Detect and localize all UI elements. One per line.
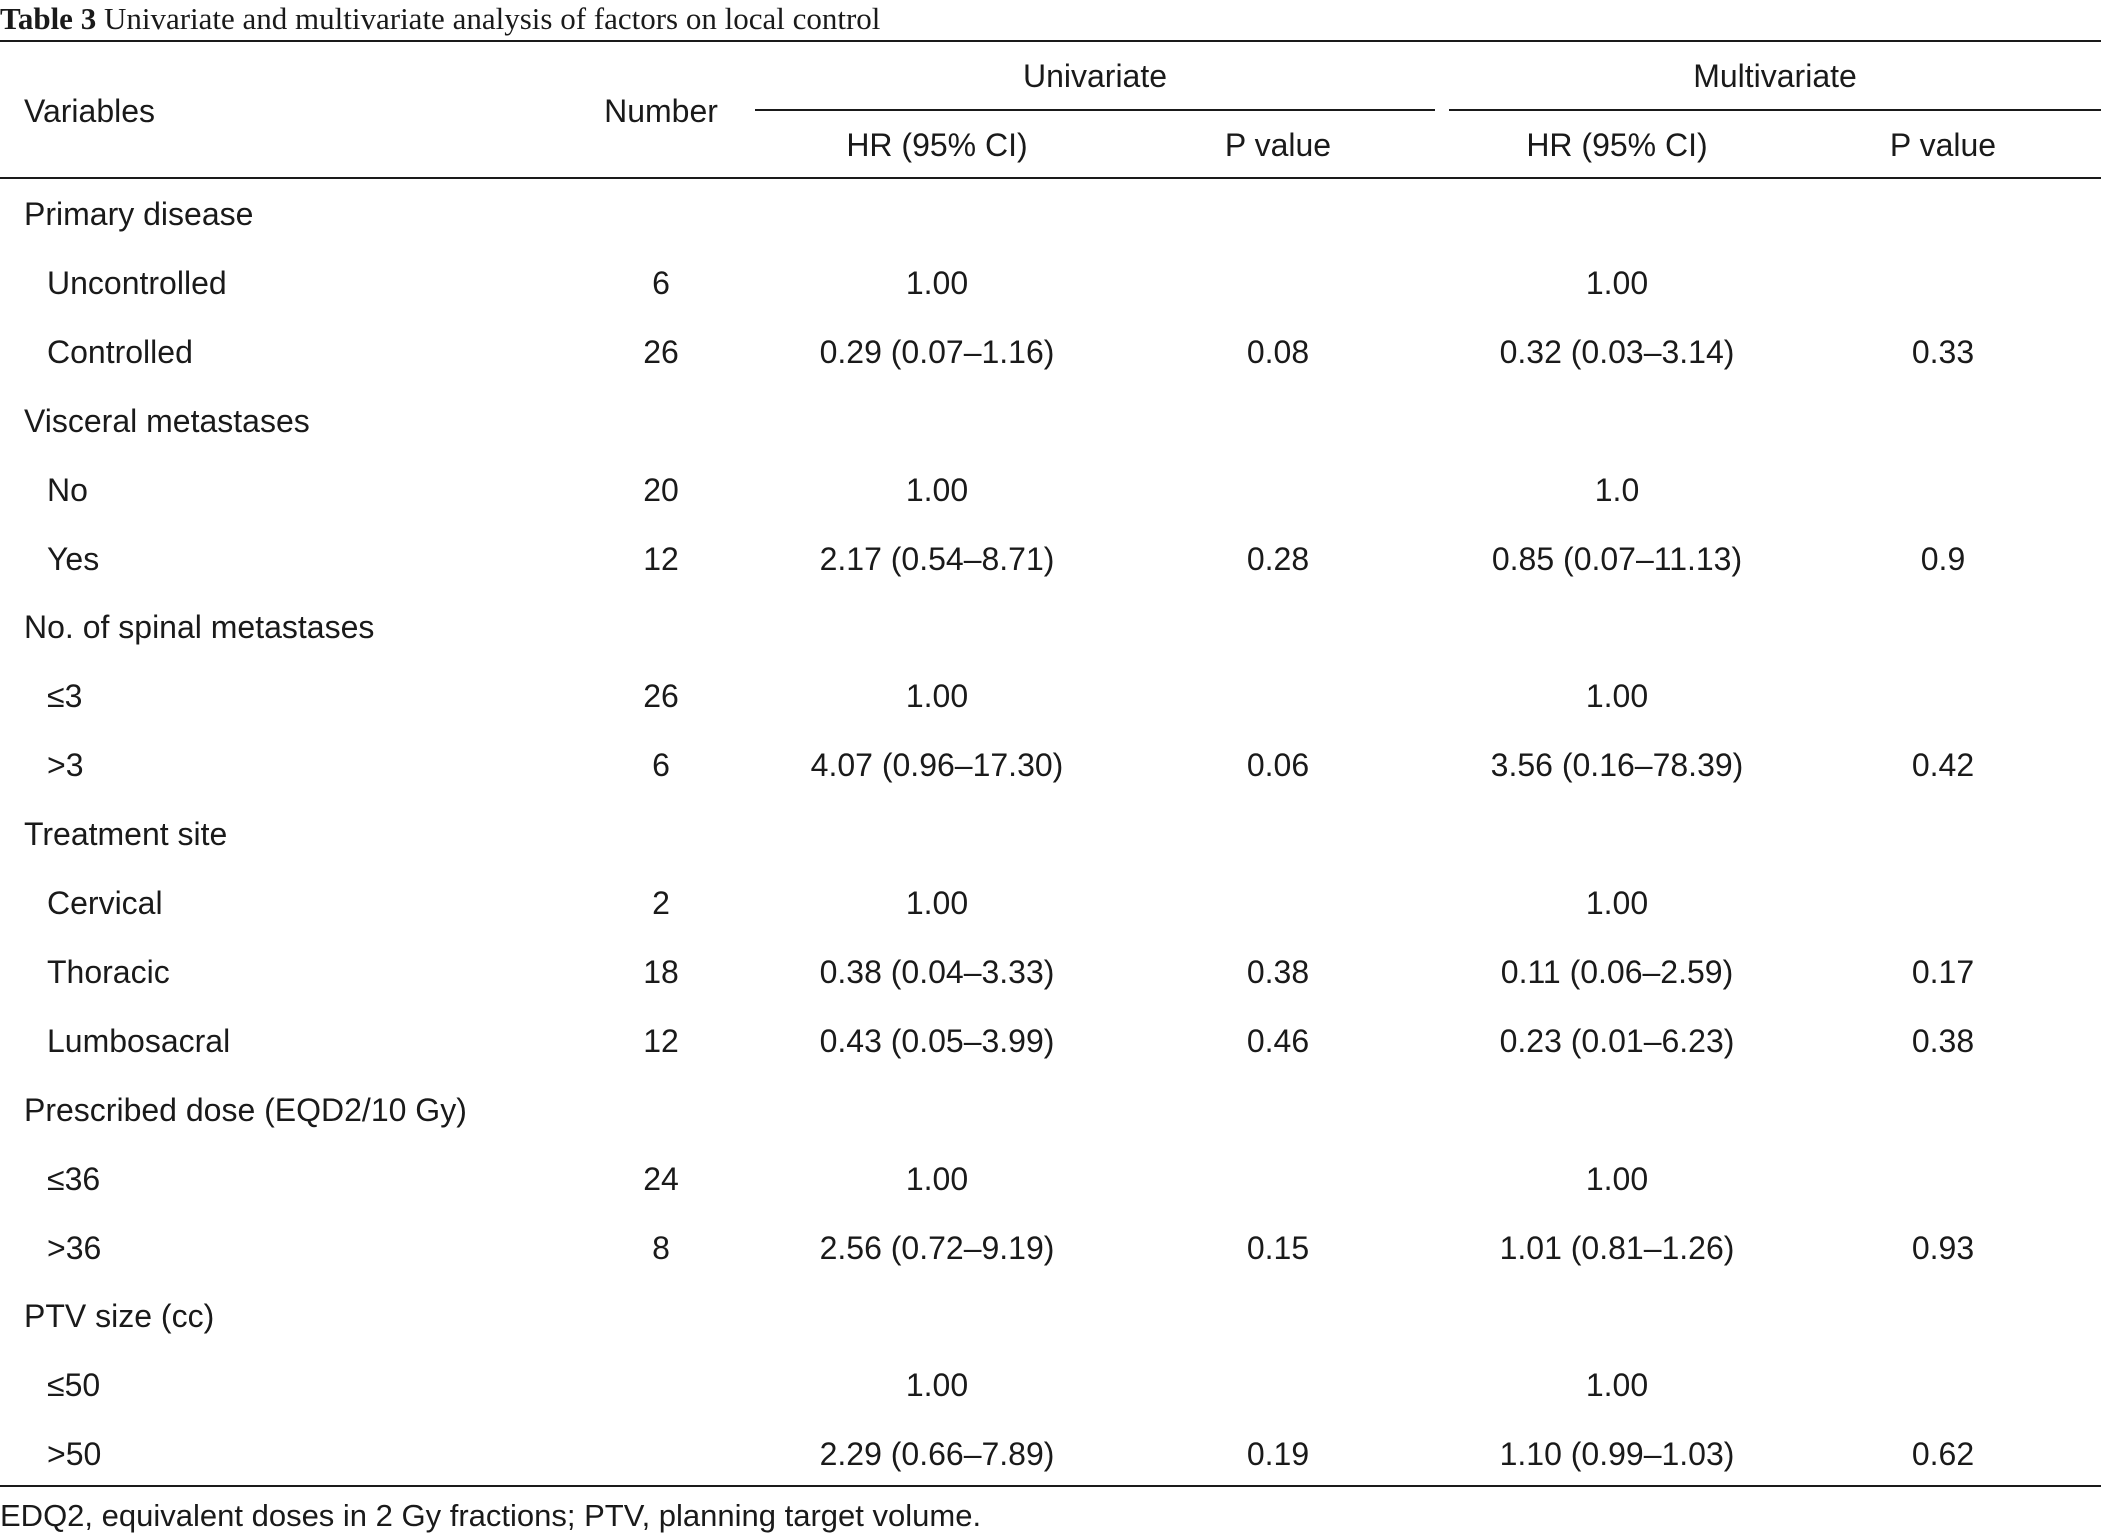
cell-uni-hr: 2.17 (0.54–8.71) (819, 540, 1055, 577)
cell-uni-hr: 0.38 (0.04–3.33) (819, 953, 1055, 990)
group-label: Primary disease (24, 196, 254, 232)
cell-multi-p: 0.38 (1911, 1022, 1975, 1059)
row-label: ≤3 (47, 678, 83, 715)
header-number: Number (604, 93, 718, 129)
cell-uni-hr: 1.00 (905, 471, 969, 508)
cell-multi-hr: 1.00 (1585, 1160, 1649, 1197)
cell-uni-p: 0.15 (1246, 1229, 1310, 1266)
cell-uni-p: 0.06 (1246, 747, 1310, 784)
cell-uni-hr: 0.43 (0.05–3.99) (819, 1022, 1055, 1059)
cell-multi-hr: 0.23 (0.01–6.23) (1499, 1022, 1735, 1059)
header-multivariate: Multivariate (1693, 58, 1857, 94)
cell-uni-p: 0.19 (1246, 1436, 1310, 1473)
cell-multi-hr: 1.01 (0.81–1.26) (1499, 1229, 1735, 1266)
header-multi-hr: HR (95% CI) (1526, 127, 1708, 163)
cell-multi-p: 0.93 (1911, 1229, 1975, 1266)
cell-number: 18 (643, 953, 679, 990)
row-label: Controlled (47, 333, 193, 370)
bottom-rule (0, 1485, 2101, 1487)
cell-multi-hr: 1.00 (1585, 1367, 1649, 1404)
cell-uni-p: 0.46 (1246, 1022, 1310, 1059)
cell-multi-p: 0.9 (1920, 540, 1966, 577)
top-rule (0, 40, 2101, 42)
row-label: >3 (47, 747, 84, 784)
cell-multi-hr: 1.00 (1585, 264, 1649, 301)
cell-multi-p: 0.62 (1911, 1436, 1975, 1473)
cell-uni-hr: 1.00 (905, 1160, 969, 1197)
cell-number: 6 (652, 264, 670, 301)
row-label: >50 (47, 1436, 102, 1473)
cell-uni-hr: 1.00 (905, 678, 969, 715)
cell-multi-p: 0.33 (1911, 333, 1975, 370)
table-footnote: EDQ2, equivalent doses in 2 Gy fractions… (0, 1498, 982, 1533)
cell-multi-hr: 3.56 (0.16–78.39) (1490, 747, 1744, 784)
header-variables: Variables (24, 93, 156, 129)
cell-uni-hr: 1.00 (905, 264, 969, 301)
cell-multi-hr: 0.32 (0.03–3.14) (1499, 333, 1735, 370)
cell-multi-hr: 1.00 (1585, 885, 1649, 921)
cell-uni-hr: 0.29 (0.07–1.16) (819, 333, 1055, 370)
cell-number: 26 (643, 678, 679, 715)
header-uni-hr: HR (95% CI) (846, 127, 1028, 163)
table-caption-label: Table 3 (0, 1, 97, 36)
cell-uni-hr: 1.00 (905, 885, 969, 921)
row-label: >36 (47, 1229, 102, 1266)
cell-multi-hr: 1.0 (1594, 471, 1640, 508)
cell-multi-p: 0.42 (1911, 747, 1975, 784)
group-label: Prescribed dose (EQD2/10 Gy) (24, 1091, 467, 1128)
cell-number: 8 (652, 1229, 670, 1266)
univariate-rule (755, 109, 1435, 111)
cell-uni-p: 0.28 (1246, 540, 1310, 577)
group-label: Treatment site (24, 816, 228, 853)
group-label: No. of spinal metastases (24, 609, 375, 646)
row-label: ≤50 (47, 1367, 101, 1404)
cell-multi-hr: 0.11 (0.06–2.59) (1500, 953, 1734, 990)
cell-uni-hr: 2.56 (0.72–9.19) (819, 1229, 1055, 1266)
cell-uni-hr: 4.07 (0.96–17.30) (810, 747, 1064, 784)
row-label: Uncontrolled (47, 264, 227, 301)
header-uni-p: P value (1224, 127, 1332, 163)
cell-uni-hr: 1.00 (905, 1367, 969, 1404)
row-label: Thoracic (47, 953, 170, 990)
cell-number: 2 (652, 885, 670, 921)
multivariate-rule (1449, 109, 2101, 111)
header-univariate: Univariate (1022, 58, 1168, 94)
cell-number: 12 (643, 540, 679, 577)
cell-uni-p: 0.08 (1246, 333, 1310, 370)
row-label: ≤36 (47, 1160, 101, 1197)
row-label: No (47, 471, 88, 508)
cell-multi-hr: 0.85 (0.07–11.13) (1491, 540, 1743, 577)
cell-number: 26 (643, 333, 679, 370)
row-label: Cervical (47, 885, 163, 921)
table-caption: Table 3 Univariate and multivariate anal… (0, 2, 2101, 36)
table-caption-text: Univariate and multivariate analysis of … (96, 1, 881, 36)
row-label: Yes (47, 540, 100, 577)
cell-number: 12 (643, 1022, 679, 1059)
header-rule (0, 177, 2101, 179)
row-label: Lumbosacral (47, 1022, 231, 1059)
cell-number: 6 (652, 747, 670, 784)
group-label: PTV size (cc) (24, 1298, 215, 1335)
cell-uni-hr: 2.29 (0.66–7.89) (819, 1436, 1055, 1473)
cell-number: 20 (643, 471, 679, 508)
header-multi-p: P value (1889, 127, 1997, 163)
cell-multi-p: 0.17 (1911, 953, 1975, 990)
cell-uni-p: 0.38 (1246, 953, 1310, 990)
cell-multi-hr: 1.00 (1585, 678, 1649, 715)
group-label: Visceral metastases (24, 402, 310, 439)
cell-multi-hr: 1.10 (0.99–1.03) (1499, 1436, 1735, 1473)
cell-number: 24 (643, 1160, 679, 1197)
